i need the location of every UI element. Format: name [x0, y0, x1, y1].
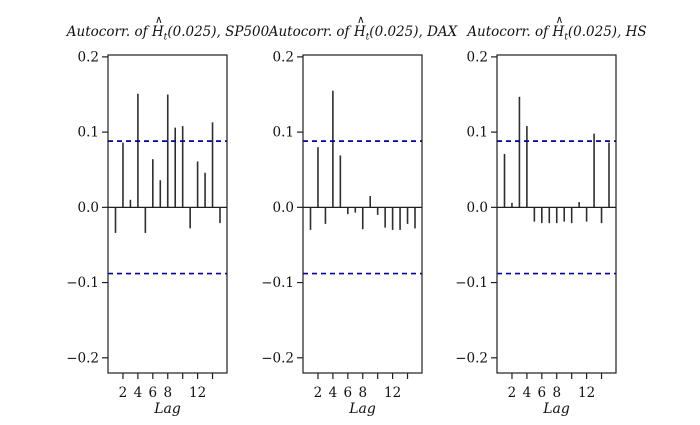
hat-accent: ∧	[356, 14, 365, 27]
y-tick-label: 0.0	[78, 200, 99, 216]
x-tick-label: 2	[119, 385, 128, 401]
acf-plot-sp500: 0.2 0.1 0.0 −0.1 −0.2 2 4 6 8 12	[66, 49, 228, 401]
y-tick-label: 0.2	[467, 49, 488, 65]
y-tick-label: 0.2	[78, 49, 99, 65]
title-var: H	[552, 24, 565, 40]
y-tick-label: 0.0	[273, 200, 294, 216]
x-tick-label: 6	[149, 385, 158, 401]
title-prefix: Autocorr. of	[66, 24, 152, 40]
acf-plot-hs: 0.2 0.1 0.0 −0.1 −0.2 2 4 6 8 12	[455, 49, 617, 401]
x-tick-label: 2	[508, 385, 517, 401]
x-tick-label: 4	[523, 385, 532, 401]
x-tick-label: 2	[314, 385, 323, 401]
title-var: H	[151, 24, 164, 40]
x-tick-label: 12	[578, 385, 595, 401]
acf-panel-dax: Autocorr. of ∧ Ht(0.025), DAX 0.2 0.1 0.0 −0…	[252, 0, 457, 425]
y-tick-label: −0.1	[455, 275, 488, 291]
acf-plot-dax: 0.2 0.1 0.0 −0.1 −0.2 2 4 6 8 12	[261, 49, 423, 401]
title-subscript: t	[564, 31, 568, 43]
x-tick-label: 8	[552, 385, 561, 401]
hat-accent: ∧	[555, 14, 564, 27]
y-tick-label: −0.1	[261, 275, 294, 291]
x-tick-label: 12	[384, 385, 401, 401]
title-series: , HS	[617, 24, 647, 40]
y-tick-label: −0.2	[66, 350, 99, 366]
panel-title-sp500: Autocorr. of ∧ Ht(0.025), SP500	[43, 14, 293, 43]
x-tick-label: 8	[358, 385, 367, 401]
hat-variable: ∧ Ht	[151, 14, 168, 43]
title-args: (0.025)	[167, 24, 217, 40]
x-tick-label: 4	[134, 385, 143, 401]
acf-panel-sp500: Autocorr. of ∧ Ht(0.025), SP500 0.2 0.1 0.0…	[57, 0, 269, 425]
title-subscript: t	[365, 31, 370, 43]
y-tick-label: 0.1	[467, 125, 488, 141]
panel-title-dax: Autocorr. of ∧ Ht(0.025), DAX	[238, 14, 488, 43]
y-tick-label: −0.1	[66, 275, 99, 291]
x-tick-label: 12	[189, 385, 206, 401]
title-args: (0.025)	[369, 24, 419, 40]
title-prefix: Autocorr. of	[268, 24, 354, 40]
y-tick-label: −0.2	[261, 350, 294, 366]
x-tick-label: 4	[329, 385, 338, 401]
x-tick-label: 8	[163, 385, 172, 401]
y-tick-label: −0.2	[455, 350, 488, 366]
x-axis-label: Lag	[543, 401, 570, 417]
hat-variable: ∧ Ht	[353, 14, 370, 43]
title-args: (0.025)	[567, 24, 618, 40]
hat-accent: ∧	[155, 14, 163, 27]
title-var: H	[353, 24, 366, 40]
y-tick-label: 0.0	[467, 200, 488, 216]
acf-panel-hs: Autocorr. of ∧ Ht(0.025), HS 0.2 0.1 0.0 −0.…	[446, 0, 646, 425]
y-tick-label: 0.2	[273, 49, 294, 65]
y-tick-label: 0.1	[78, 125, 99, 141]
title-series: , SP500	[216, 24, 270, 40]
title-series: , DAX	[418, 24, 458, 40]
x-axis-label: Lag	[154, 401, 181, 417]
panel-title-hs: Autocorr. of ∧ Ht(0.025), HS	[432, 14, 682, 43]
x-tick-label: 6	[538, 385, 547, 401]
y-tick-label: 0.1	[273, 125, 294, 141]
x-tick-label: 6	[344, 385, 353, 401]
title-prefix: Autocorr. of	[467, 24, 553, 40]
x-axis-label: Lag	[349, 401, 376, 417]
title-subscript: t	[163, 31, 168, 43]
hat-variable: ∧ Ht	[552, 14, 568, 43]
